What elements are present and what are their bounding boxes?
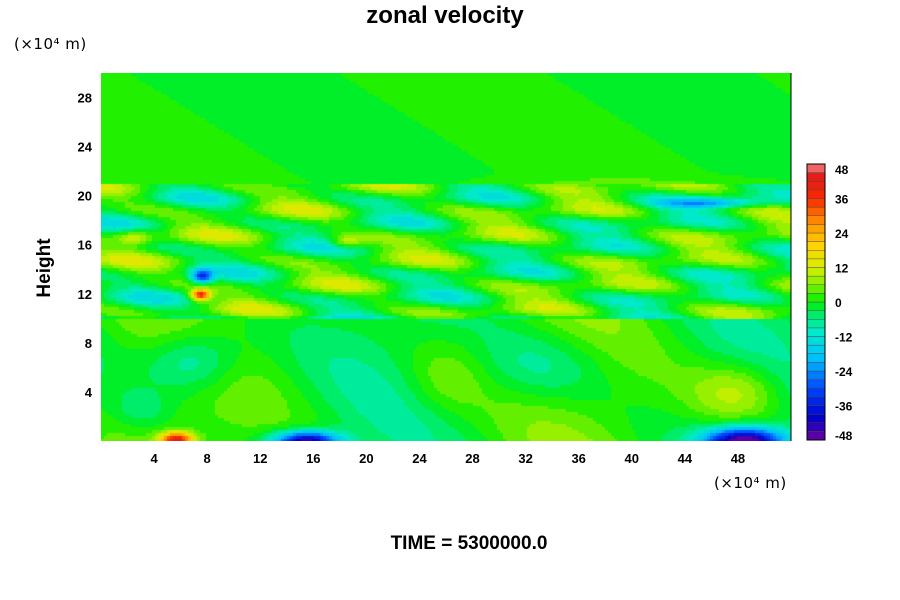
colorbar-swatch	[806, 362, 826, 372]
colorbar-swatch	[806, 275, 826, 285]
colorbar-swatch	[806, 405, 826, 415]
x-tick-label: 40	[625, 451, 639, 466]
colorbar-tick-label: 24	[835, 227, 849, 241]
colorbar-swatch	[806, 206, 826, 216]
x-tick-label: 32	[518, 451, 532, 466]
colorbar-swatch	[806, 396, 826, 406]
colorbar-swatch	[806, 319, 826, 329]
y-tick-label: 8	[85, 336, 92, 351]
time-label: TIME = 5300000.0	[391, 533, 548, 554]
colorbar-swatch	[806, 431, 826, 441]
x-tick-label: 8	[204, 451, 211, 466]
colorbar-swatch	[806, 388, 826, 398]
y-axis-ticks: 4 8 12 16 20 24 28	[78, 91, 93, 400]
colorbar-swatch	[806, 293, 826, 303]
y-tick-label: 28	[78, 91, 92, 106]
colorbar-swatch	[806, 189, 826, 199]
colorbar-tick-label: -24	[835, 365, 853, 379]
x-tick-label: 20	[359, 451, 373, 466]
colorbar-swatch	[806, 353, 826, 363]
x-tick-label: 16	[306, 451, 320, 466]
colorbar-swatch	[806, 413, 826, 423]
colorbar-tick-label: 12	[835, 262, 849, 276]
colorbar-tick-label: -12	[835, 331, 853, 345]
y-tick-label: 20	[78, 189, 92, 204]
colorbar-swatch	[806, 250, 826, 260]
colorbar-swatch	[806, 232, 826, 242]
colorbar-tick-label: -48	[835, 429, 853, 443]
colorbar-swatch	[806, 370, 826, 380]
colorbar-tick-label: 36	[835, 193, 849, 207]
colorbar-tick-label: 48	[835, 163, 849, 177]
colorbar-tick-label: 0	[835, 296, 842, 310]
colorbar-swatch	[806, 241, 826, 251]
colorbar-swatch	[806, 215, 826, 225]
colorbar-swatch	[806, 267, 826, 277]
heatmap-plot-area	[101, 73, 791, 441]
colorbar-tick-label: -36	[835, 400, 853, 414]
y-tick-label: 16	[78, 238, 92, 253]
colorbar-swatch	[806, 284, 826, 294]
colorbar-swatch	[806, 379, 826, 389]
colorbar-swatch	[806, 422, 826, 432]
colorbar-swatch	[806, 224, 826, 234]
x-tick-label: 24	[412, 451, 427, 466]
y-tick-label: 12	[78, 287, 92, 302]
colorbar-swatch	[806, 198, 826, 208]
x-axis-unit: (×10⁴ m)	[714, 474, 787, 492]
x-tick-label: 48	[731, 451, 745, 466]
colorbar	[806, 163, 826, 441]
colorbar-swatch	[806, 336, 826, 346]
colorbar-labels: 48 36 24 12 0 -12 -24 -36 -48	[835, 163, 853, 443]
x-tick-label: 44	[678, 451, 693, 466]
y-axis-unit: (×10⁴ m)	[14, 35, 87, 53]
x-tick-label: 4	[150, 451, 158, 466]
colorbar-swatch	[806, 310, 826, 320]
y-tick-label: 4	[85, 385, 93, 400]
colorbar-swatch	[806, 172, 826, 182]
colorbar-swatch	[806, 163, 826, 173]
colorbar-swatch	[806, 181, 826, 191]
colorbar-swatch	[806, 301, 826, 311]
colorbar-swatch	[806, 327, 826, 337]
y-tick-label: 24	[78, 140, 93, 155]
x-tick-label: 28	[465, 451, 479, 466]
x-tick-label: 36	[571, 451, 585, 466]
x-axis-ticks: 4 8 12 16 20 24 28 32 36 40 44 48	[150, 451, 745, 466]
y-axis-label: Height	[34, 238, 55, 298]
colorbar-swatch	[806, 258, 826, 268]
chart-title: zonal velocity	[366, 2, 524, 29]
x-tick-label: 12	[253, 451, 267, 466]
colorbar-frame	[806, 163, 826, 441]
colorbar-swatch	[806, 344, 826, 354]
